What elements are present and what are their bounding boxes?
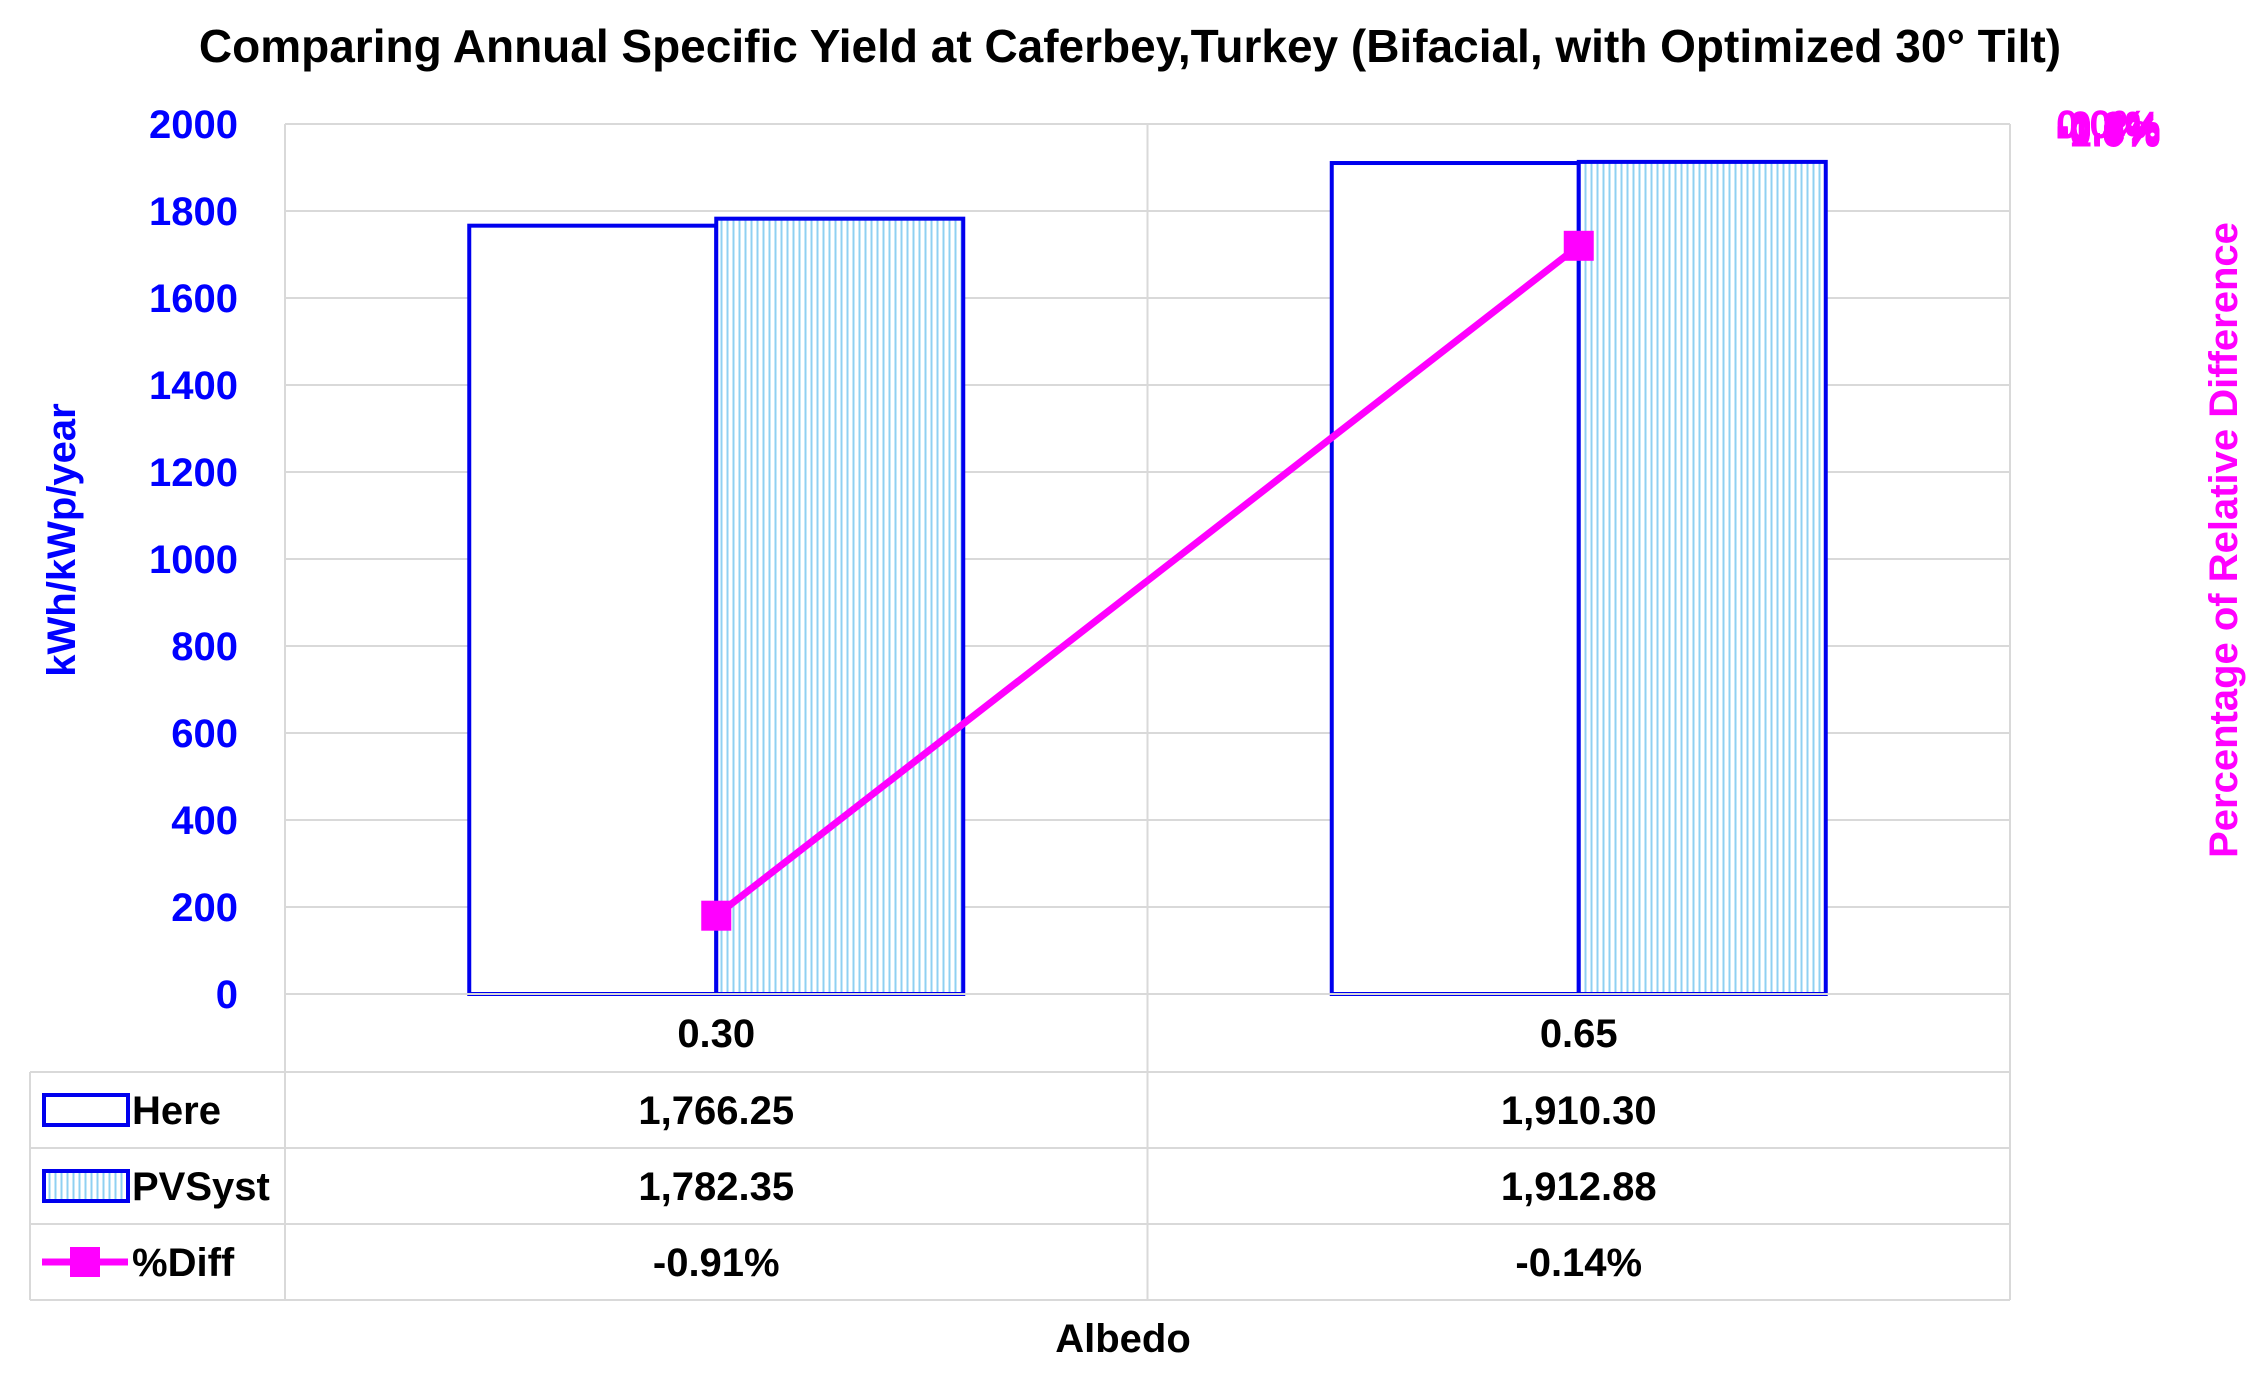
x-axis-title: Albedo <box>1055 1317 1191 1361</box>
y2-tick-label: -0.1% <box>2056 104 2161 148</box>
legend-key-here <box>42 1093 130 1127</box>
legend-label-diff: %Diff <box>132 1241 235 1285</box>
category-labels: 0.30 0.65 <box>677 1012 1617 1056</box>
category-label: 0.65 <box>1540 1012 1618 1056</box>
y-tick-label: 200 <box>171 886 238 930</box>
y-tick-label: 400 <box>171 799 238 843</box>
y-tick-label: 0 <box>216 973 238 1017</box>
table-cell-diff-1: -0.14% <box>1515 1241 1642 1285</box>
right-axis-ticks: -1.0%-0.9%-0.8%-0.7%-0.6%-0.5%-0.4%-0.3%… <box>2056 103 2161 156</box>
y-tick-label: 1600 <box>149 277 238 321</box>
data-table-grid <box>29 994 2011 1301</box>
y2-tick-label: -1.0% <box>2056 112 2161 156</box>
bar-here-1 <box>1329 161 1581 997</box>
legend-key-marker-diff <box>70 1247 100 1277</box>
y2-tick-label: -0.3% <box>2056 106 2161 150</box>
y-tick-label: 1200 <box>149 451 238 495</box>
diff-marker-1 <box>1563 230 1594 261</box>
chart-title: Comparing Annual Specific Yield at Cafer… <box>199 20 2061 72</box>
table-cell-here-0: 1,766.25 <box>638 1089 794 1133</box>
y2-tick-label: 0.0% <box>2056 103 2147 147</box>
y-tick-label: 1000 <box>149 538 238 582</box>
y2-tick-label: -0.7% <box>2056 109 2161 153</box>
category-label: 0.30 <box>677 1012 755 1056</box>
table-cell-here-1: 1,910.30 <box>1501 1089 1657 1133</box>
y-tick-label: 1800 <box>149 190 238 234</box>
y2-tick-label: -0.5% <box>2056 107 2161 151</box>
bar-here-0 <box>467 223 719 996</box>
bars <box>285 159 2010 997</box>
legend-label-pvsyst: PVSyst <box>132 1165 270 1209</box>
y-tick-label: 2000 <box>149 103 238 147</box>
y2-tick-label: -0.6% <box>2056 108 2161 152</box>
diff-line <box>714 243 1581 919</box>
y-tick-label: 800 <box>171 625 238 669</box>
legend-label-here: Here <box>132 1089 221 1133</box>
diff-marker-0 <box>701 900 732 931</box>
y-tick-label: 600 <box>171 712 238 756</box>
y2-tick-label: -0.2% <box>2056 105 2161 149</box>
bar-pvsyst-0 <box>714 216 966 997</box>
bar-pvsyst-1 <box>1576 159 1828 996</box>
right-axis-title: Percentage of Relative Difference <box>2202 222 2246 858</box>
legend-key-pvsyst <box>42 1169 130 1203</box>
left-axis-title: kWh/kWp/year <box>40 403 84 676</box>
data-table: Here 1,766.25 1,910.30 PVSyst 1,782.35 1,912.… <box>42 1089 1657 1285</box>
table-cell-diff-0: -0.91% <box>653 1241 780 1285</box>
left-axis-ticks: 0 200 400 600 800 1000 1200 1400 1600 1800 2000 <box>149 103 238 1017</box>
diff-series <box>701 230 1594 931</box>
y-tick-label: 1400 <box>149 364 238 408</box>
y2-tick-label: -0.9% <box>2056 111 2161 155</box>
table-cell-pvsyst-0: 1,782.35 <box>638 1165 794 1209</box>
plot-frame <box>284 123 2011 994</box>
y2-tick-label: -0.4% <box>2056 106 2161 150</box>
table-cell-pvsyst-1: 1,912.88 <box>1501 1165 1657 1209</box>
y2-tick-label: -0.8% <box>2056 110 2161 154</box>
